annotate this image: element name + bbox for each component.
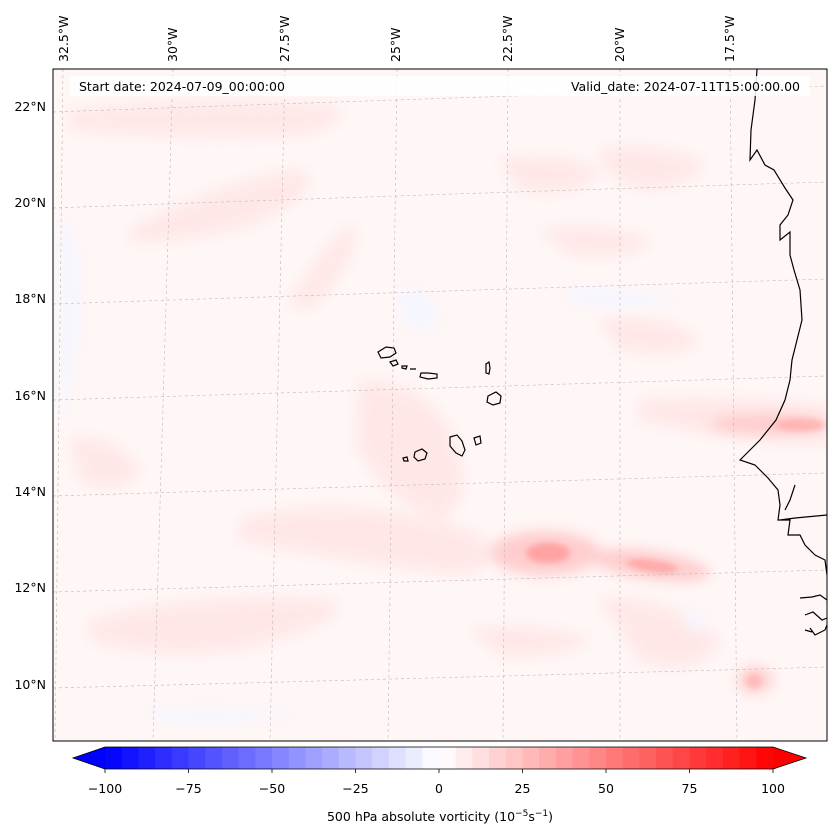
graticule xyxy=(53,69,827,741)
island-santa-luzia xyxy=(401,365,408,370)
colorbar-tick-label: −100 xyxy=(88,781,122,796)
latitude-labels: 22°N 20°N 18°N 16°N 14°N 12°N 10°N xyxy=(14,99,46,692)
colorbar-segment xyxy=(439,747,457,769)
island-sal xyxy=(485,360,491,375)
colorbar-segment xyxy=(522,747,540,769)
lon-label: 27.5°W xyxy=(277,16,292,62)
island-maio xyxy=(473,435,482,446)
colorbar-segment xyxy=(656,747,674,769)
island-sao-vicente xyxy=(389,359,399,367)
lon-label: 32.5°W xyxy=(56,16,71,62)
colorbar-extend-min-arrow xyxy=(73,747,105,769)
colorbar-label: 500 hPa absolute vorticity (10−5s−1) xyxy=(327,809,553,824)
start-date-label: Start date: 2024-07-09_00:00:00 xyxy=(79,79,285,94)
colorbar-segment xyxy=(338,747,357,769)
colorbar-segment xyxy=(205,747,223,769)
colorbar-tick-label: 25 xyxy=(515,781,531,796)
colorbar-tick-labels: −100 −75 −50 −25 0 25 50 75 100 xyxy=(88,781,785,796)
lat-label: 16°N xyxy=(14,388,46,403)
colorbar-tick-label: −50 xyxy=(259,781,285,796)
colorbar-segment xyxy=(622,747,640,769)
colorbar-segment xyxy=(489,747,507,769)
island-santo-antao xyxy=(377,346,397,359)
colorbar-segment xyxy=(171,747,190,769)
colorbar-segments xyxy=(105,747,774,769)
island-santiago xyxy=(449,434,466,457)
colorbar-segment xyxy=(221,747,240,769)
lat-label: 20°N xyxy=(14,195,46,210)
colorbar-segment xyxy=(405,747,423,769)
colorbar-tick-label: −75 xyxy=(175,781,201,796)
lon-label: 22.5°W xyxy=(500,16,515,62)
colorbar-segment xyxy=(138,747,156,769)
colorbar-segment xyxy=(572,747,590,769)
header-box xyxy=(70,76,810,96)
lat-label: 12°N xyxy=(14,580,46,595)
colorbar-segment xyxy=(505,747,524,769)
colorbar: −100 −75 −50 −25 0 25 50 75 100 500 hPa … xyxy=(71,746,808,824)
island-brava xyxy=(402,456,409,462)
colorbar-segment xyxy=(722,747,741,769)
colorbar-segment xyxy=(422,747,440,769)
lat-label: 10°N xyxy=(14,677,46,692)
colorbar-ticks xyxy=(104,769,774,773)
lat-label: 18°N xyxy=(14,291,46,306)
colorbar-tick-label: −25 xyxy=(342,781,368,796)
map-frame xyxy=(52,68,828,742)
colorbar-segment xyxy=(238,747,256,769)
colorbar-segment xyxy=(105,747,123,769)
colorbar-segment xyxy=(555,747,574,769)
colorbar-segment xyxy=(756,747,774,769)
lon-label: 25°W xyxy=(388,27,403,62)
colorbar-segment xyxy=(689,747,707,769)
colorbar-segment xyxy=(539,747,557,769)
island-sao-nicolau xyxy=(410,368,438,380)
colorbar-segment xyxy=(255,747,273,769)
colorbar-segment xyxy=(121,747,139,769)
colorbar-segment xyxy=(155,747,173,769)
colorbar-segment xyxy=(322,747,340,769)
colorbar-segment xyxy=(606,747,624,769)
colorbar-segment xyxy=(305,747,323,769)
colorbar-segment xyxy=(739,747,757,769)
colorbar-segment xyxy=(589,747,607,769)
colorbar-extend-max-arrow xyxy=(773,747,806,769)
island-fogo xyxy=(413,448,428,462)
colorbar-segment xyxy=(388,747,407,769)
colorbar-tick-label: 0 xyxy=(435,781,443,796)
colorbar-segment xyxy=(639,747,657,769)
longitude-labels: 32.5°W 30°W 27.5°W 25°W 22.5°W 20°W 17.5… xyxy=(56,16,737,62)
colorbar-tick-label: 75 xyxy=(682,781,698,796)
valid-date-label: Valid_date: 2024-07-11T15:00:00.00 xyxy=(571,79,800,94)
colorbar-segment xyxy=(372,747,390,769)
lon-label: 20°W xyxy=(612,27,627,62)
vorticity-anomalies xyxy=(60,101,827,722)
colorbar-tick-label: 50 xyxy=(598,781,614,796)
lat-label: 22°N xyxy=(14,99,46,114)
colorbar-segment xyxy=(455,747,473,769)
cabo-verde-islands xyxy=(377,346,502,462)
colorbar-segment xyxy=(706,747,724,769)
colorbar-segment xyxy=(355,747,373,769)
lat-label: 14°N xyxy=(14,484,46,499)
island-boa-vista xyxy=(486,391,502,406)
west-africa-coastline xyxy=(738,69,827,636)
colorbar-segment xyxy=(288,747,306,769)
map-panel xyxy=(53,69,827,741)
colorbar-tick-label: 100 xyxy=(761,781,785,796)
colorbar-segment xyxy=(188,747,206,769)
colorbar-segment xyxy=(672,747,691,769)
colorbar-segment xyxy=(272,747,290,769)
colorbar-segment xyxy=(472,747,490,769)
lon-label: 30°W xyxy=(165,27,180,62)
lon-label: 17.5°W xyxy=(722,16,737,62)
